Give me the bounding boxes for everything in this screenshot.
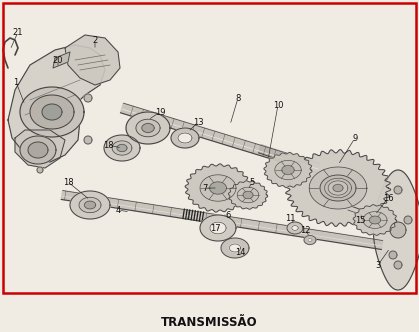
Text: 15: 15 — [355, 215, 365, 224]
Polygon shape — [304, 235, 316, 244]
Polygon shape — [15, 130, 65, 168]
Polygon shape — [229, 244, 241, 252]
Polygon shape — [28, 142, 48, 158]
Text: 14: 14 — [235, 247, 245, 257]
Polygon shape — [117, 144, 127, 152]
Polygon shape — [171, 128, 199, 148]
Text: 2: 2 — [92, 36, 98, 44]
Text: 18: 18 — [63, 178, 73, 187]
Text: 18: 18 — [103, 140, 113, 149]
Text: 12: 12 — [300, 225, 310, 234]
Text: 7: 7 — [202, 184, 208, 193]
Polygon shape — [84, 94, 92, 102]
Text: 20: 20 — [53, 55, 63, 64]
Polygon shape — [373, 170, 419, 290]
Text: 1: 1 — [13, 77, 18, 87]
Polygon shape — [328, 181, 348, 195]
Polygon shape — [292, 226, 298, 230]
Polygon shape — [79, 197, 101, 213]
Polygon shape — [200, 215, 236, 241]
Text: 11: 11 — [285, 213, 295, 222]
Text: 21: 21 — [13, 28, 23, 37]
Polygon shape — [309, 167, 367, 209]
Bar — [3, 3, 416, 293]
Polygon shape — [126, 112, 170, 144]
Polygon shape — [30, 95, 74, 129]
Polygon shape — [65, 35, 120, 85]
Polygon shape — [185, 164, 251, 212]
Text: 6: 6 — [225, 210, 231, 219]
Polygon shape — [389, 251, 397, 259]
Polygon shape — [210, 182, 226, 194]
Text: 5: 5 — [249, 178, 255, 187]
Polygon shape — [121, 103, 319, 173]
Polygon shape — [333, 184, 343, 192]
Polygon shape — [61, 191, 383, 249]
Polygon shape — [42, 104, 62, 120]
Polygon shape — [325, 178, 352, 198]
Text: 10: 10 — [273, 101, 283, 110]
Polygon shape — [394, 261, 402, 269]
Polygon shape — [237, 187, 259, 203]
Polygon shape — [8, 45, 105, 162]
Polygon shape — [259, 145, 311, 170]
Polygon shape — [320, 175, 356, 201]
Polygon shape — [142, 124, 154, 132]
Polygon shape — [84, 201, 96, 209]
Text: 17: 17 — [210, 223, 220, 232]
Polygon shape — [84, 136, 92, 144]
Polygon shape — [390, 222, 406, 238]
Polygon shape — [275, 160, 301, 180]
Polygon shape — [228, 181, 268, 209]
Polygon shape — [20, 136, 56, 164]
Text: 16: 16 — [383, 194, 393, 203]
Polygon shape — [282, 166, 294, 175]
Text: 13: 13 — [193, 118, 203, 126]
Polygon shape — [104, 135, 140, 161]
Polygon shape — [70, 191, 110, 219]
Text: 4: 4 — [115, 206, 121, 214]
Polygon shape — [287, 222, 303, 234]
Polygon shape — [370, 216, 380, 224]
Polygon shape — [20, 87, 84, 137]
Polygon shape — [363, 211, 387, 228]
Text: TRANSMISSÃO: TRANSMISSÃO — [161, 315, 257, 328]
Polygon shape — [404, 216, 412, 224]
Polygon shape — [264, 152, 312, 188]
Text: 9: 9 — [352, 133, 358, 142]
Polygon shape — [243, 191, 253, 199]
Polygon shape — [308, 238, 312, 242]
Polygon shape — [353, 205, 397, 235]
Polygon shape — [210, 222, 226, 234]
Polygon shape — [285, 149, 391, 226]
Text: 19: 19 — [155, 108, 165, 117]
Polygon shape — [178, 133, 192, 143]
Polygon shape — [221, 238, 249, 258]
Polygon shape — [394, 186, 402, 194]
Text: 3: 3 — [375, 261, 381, 270]
Polygon shape — [37, 167, 43, 173]
Text: 8: 8 — [235, 94, 241, 103]
Polygon shape — [200, 175, 236, 201]
Polygon shape — [112, 141, 132, 155]
Polygon shape — [136, 119, 160, 137]
Polygon shape — [53, 52, 70, 68]
